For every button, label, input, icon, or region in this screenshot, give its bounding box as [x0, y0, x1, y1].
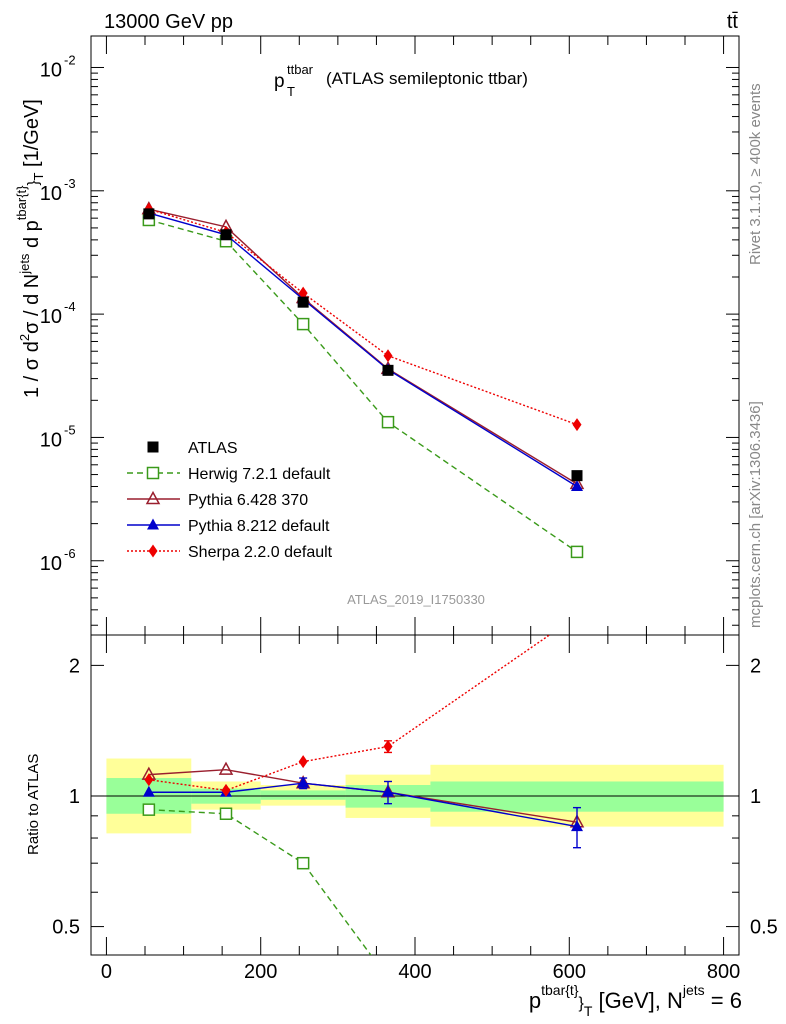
- data-point: [143, 208, 155, 220]
- series-line: [148, 208, 578, 426]
- data-point: [381, 415, 395, 429]
- data-point: [382, 785, 394, 797]
- data-point: [383, 349, 393, 363]
- legend-label: Pythia 8.212 default: [188, 518, 330, 535]
- data-point: [572, 418, 582, 432]
- main-series-atlas: [143, 208, 583, 482]
- data-point: [570, 545, 584, 559]
- data-point: [383, 740, 393, 754]
- svg-text:ptbar{t}}T [GeV], Njets = 6: ptbar{t}}T [GeV], Njets = 6: [529, 982, 742, 1019]
- data-point: [298, 286, 308, 300]
- svg-text:ttbar: ttbar: [287, 62, 314, 77]
- data-point: [218, 761, 234, 775]
- data-point: [297, 296, 309, 308]
- mcplots-label: mcplots.cern.ch [arXiv:1306.3436]: [747, 401, 764, 628]
- svg-text:1 / σ d2σ / d Njets d ptbar{t}: 1 / σ d2σ / d Njets d ptbar{t}}T [1/GeV]: [14, 99, 46, 398]
- main-ytick-label-exp: -4: [64, 299, 76, 314]
- ratio-series-pythia-8-212-default: [142, 776, 583, 849]
- series-line: [148, 808, 372, 955]
- legend: ATLAS Herwig 7.2.1 default Pythia 6.428 37…: [127, 440, 333, 561]
- data-point: [298, 755, 308, 769]
- main-ytick-label-exp: -3: [64, 176, 76, 191]
- x-tick-label: 0: [101, 961, 112, 983]
- green-band: [260, 790, 346, 800]
- svg-text:T: T: [287, 84, 295, 99]
- svg-text:p: p: [274, 71, 285, 92]
- header-collision: 13000 GeV pp: [104, 11, 233, 33]
- data-point: [571, 480, 583, 492]
- data-point: [142, 803, 156, 816]
- x-tick-label: 200: [244, 961, 277, 983]
- ratio-ytick-label: 0.5: [52, 917, 80, 939]
- data-point: [296, 856, 310, 870]
- main-ytick-label: 10: [40, 183, 62, 205]
- data-point: [220, 229, 232, 241]
- data-point: [296, 317, 310, 331]
- main-ytick-label: 10: [40, 429, 62, 451]
- main-ytick-label: 10: [40, 553, 62, 575]
- data-point: [382, 364, 394, 376]
- legend-marker: [146, 466, 160, 480]
- data-point: [221, 783, 231, 797]
- data-point: [219, 807, 233, 821]
- ratio-ytick-label-right: 2: [750, 655, 761, 677]
- main-ytick-label: 10: [40, 306, 62, 328]
- legend-label: Sherpa 2.2.0 default: [188, 544, 333, 561]
- legend-marker: [147, 441, 159, 453]
- legend-marker: [145, 490, 161, 505]
- ratio-ytick-label: 2: [69, 655, 80, 677]
- rivet-version-label: Rivet 3.1.10, ≥ 400k events: [747, 83, 764, 265]
- legend-label: Pythia 6.428 370: [188, 492, 308, 509]
- main-ytick-label-exp: -2: [64, 52, 76, 67]
- data-point: [571, 820, 583, 832]
- svg-text:(ATLAS semileptonic ttbar): (ATLAS semileptonic ttbar): [326, 69, 528, 88]
- ratio-ytick-label: 1: [69, 786, 80, 808]
- data-point: [571, 470, 583, 482]
- ratio-series-sherpa-2-2-0-default: [144, 635, 551, 797]
- plot-title: p ttbar T (ATLAS semileptonic ttbar): [274, 62, 528, 99]
- data-point: [142, 785, 155, 797]
- main-ytick-label-exp: -6: [64, 546, 76, 561]
- legend-label: Herwig 7.2.1 default: [188, 466, 331, 483]
- main-ylabel: 1 / σ d2σ / d Njets d ptbar{t}}T [1/GeV]: [14, 99, 46, 398]
- data-point: [297, 776, 310, 788]
- ratio-ytick-label-right: 0.5: [750, 917, 778, 939]
- main-ytick-label-exp: -5: [64, 422, 76, 437]
- header-process: tt̄: [727, 11, 739, 33]
- legend-marker: [148, 544, 158, 558]
- series-line: [148, 635, 551, 792]
- x-tick-label: 400: [398, 961, 431, 983]
- x-tick-label: 600: [553, 961, 586, 983]
- x-tick-label: 800: [707, 961, 740, 983]
- data-point: [144, 773, 154, 787]
- ratio-ylabel: Ratio to ATLAS: [25, 754, 42, 855]
- ratio-series-herwig-7-2-1-default: [142, 803, 372, 955]
- ratio-ytick-label-right: 1: [750, 786, 761, 808]
- analysis-id-label: ATLAS_2019_I1750330: [347, 592, 485, 607]
- main-series-herwig-7-2-1-default: [142, 213, 584, 559]
- legend-label: ATLAS: [188, 440, 238, 457]
- legend-marker: [147, 518, 159, 530]
- main-series-layer: [141, 201, 585, 559]
- main-ytick-label: 10: [40, 59, 62, 81]
- ratio-series-layer: [141, 635, 585, 955]
- x-axis-label: ptbar{t}}T [GeV], Njets = 6: [529, 982, 742, 1019]
